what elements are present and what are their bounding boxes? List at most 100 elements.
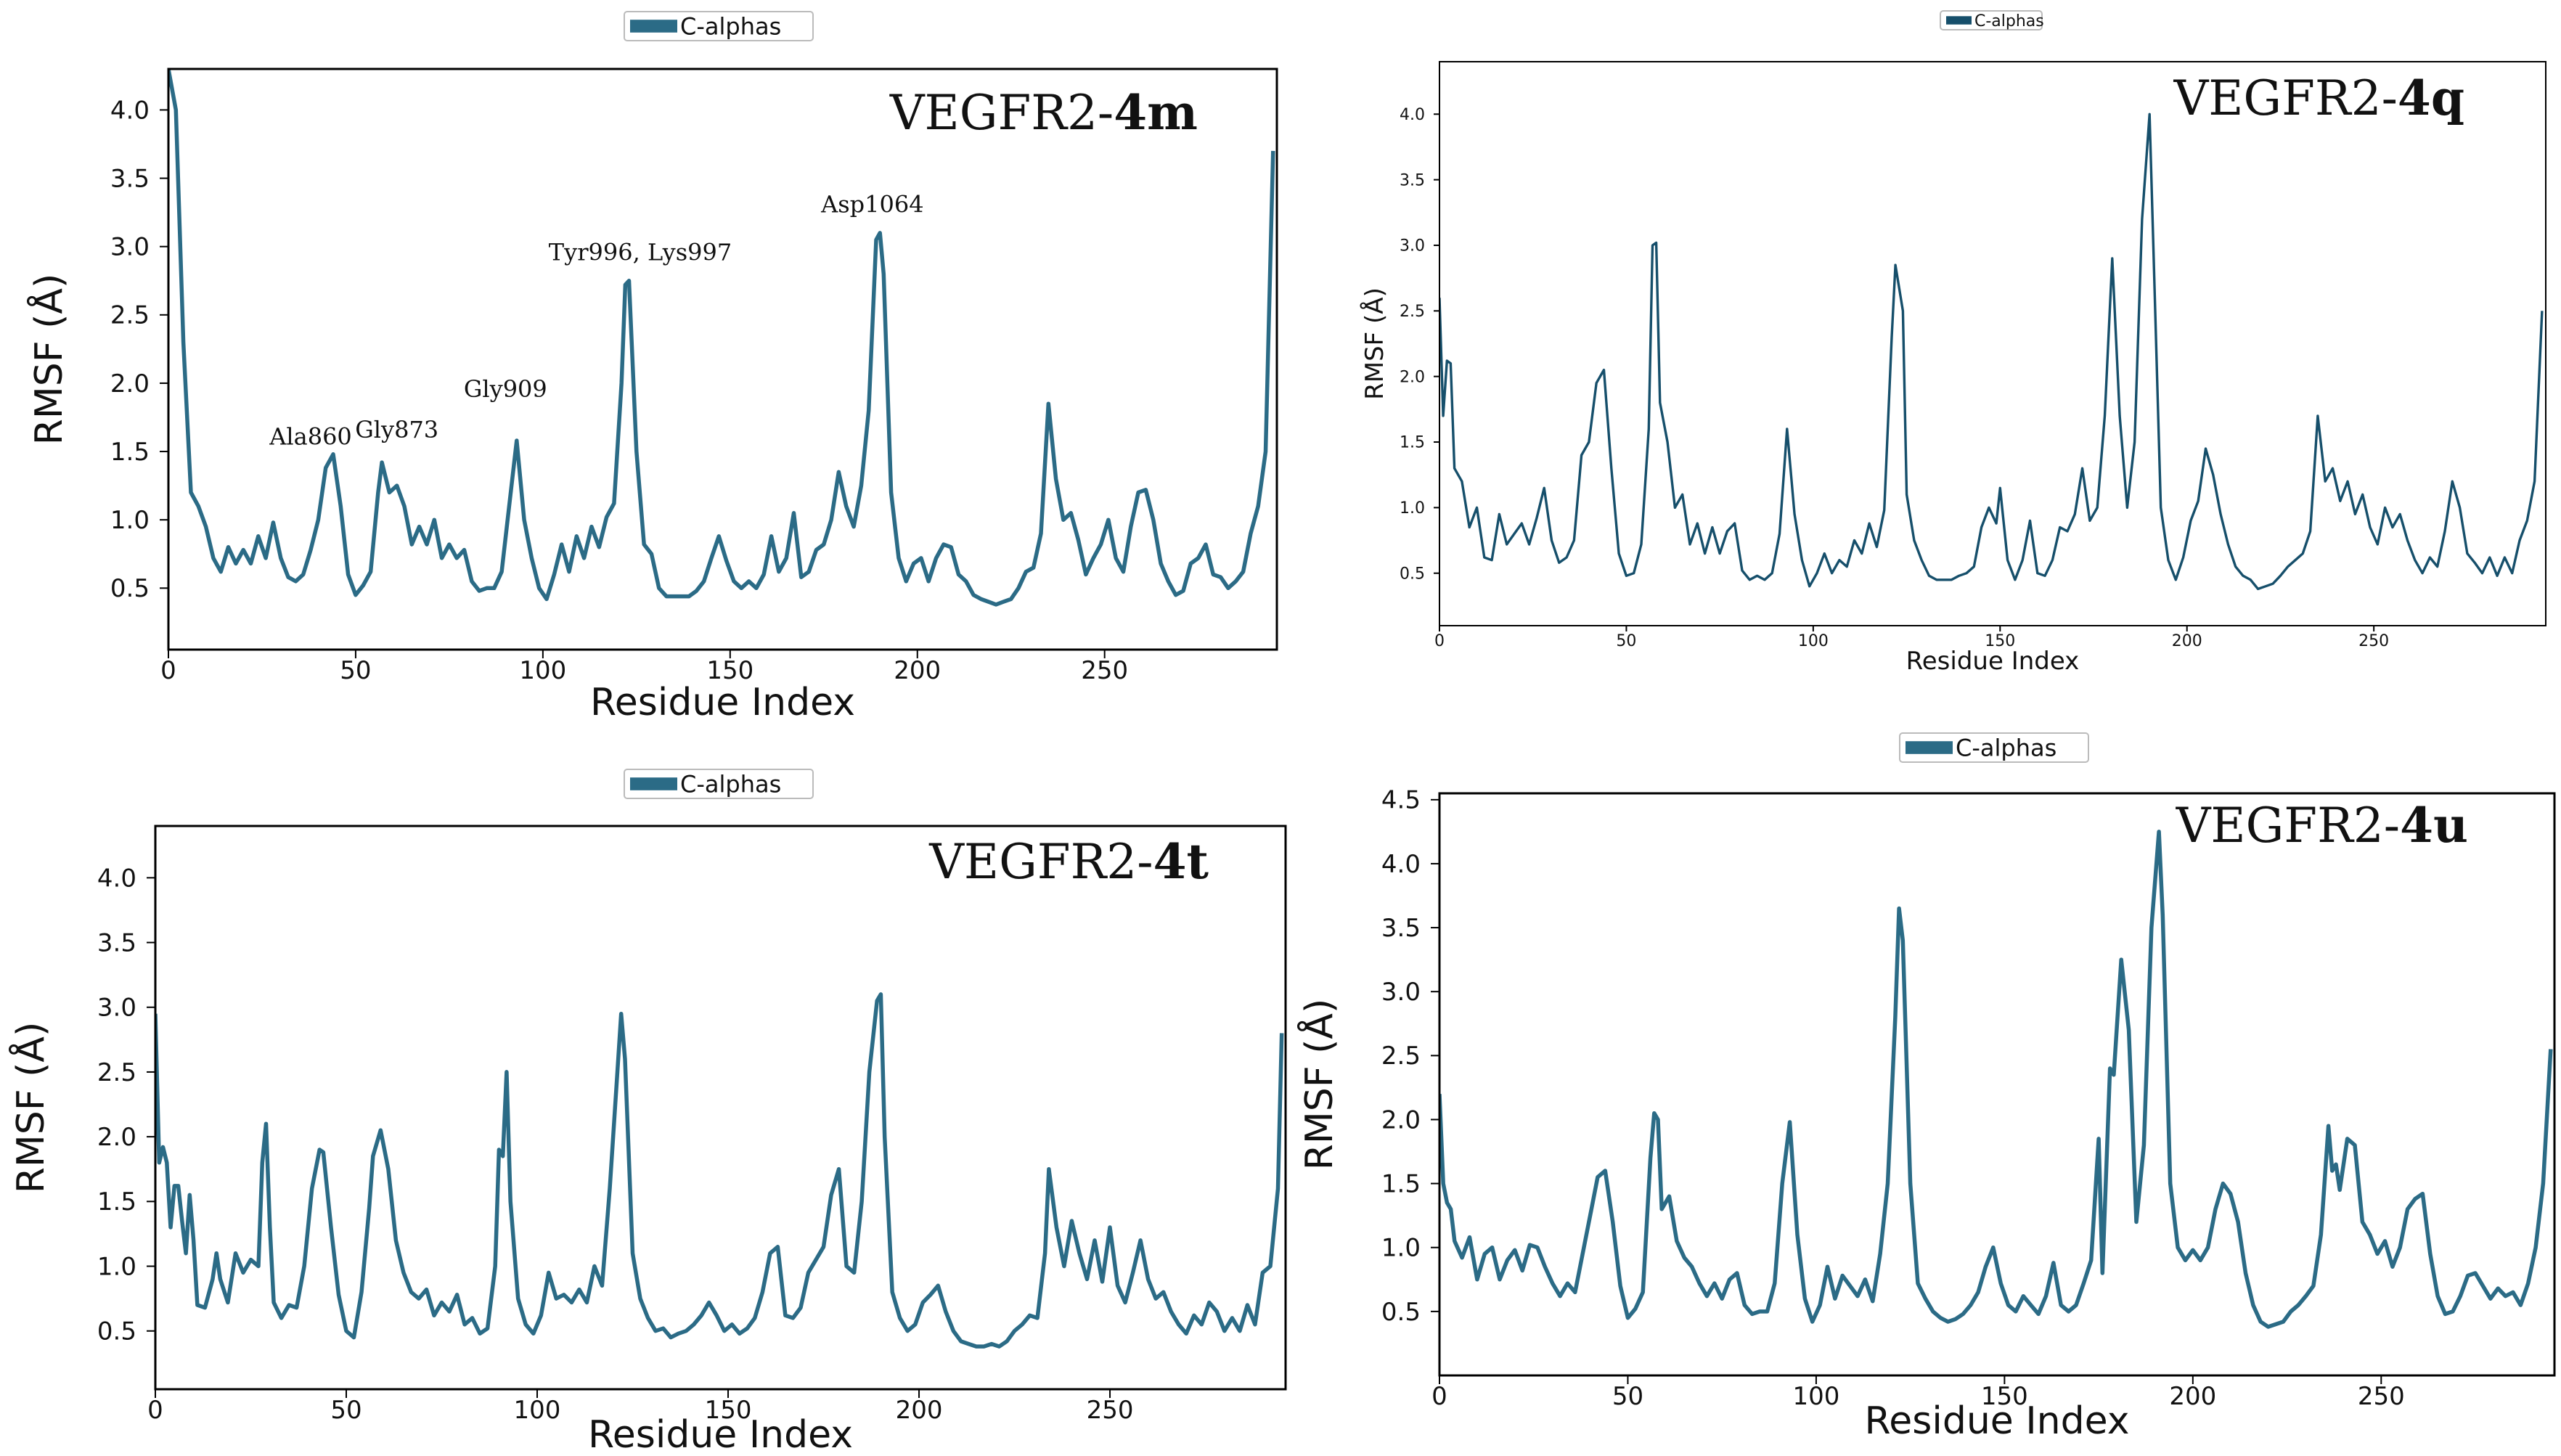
y-tick-label: 3.0: [1400, 237, 1425, 255]
legend-swatch: [1906, 741, 1953, 754]
chart-panel-4t: 0 50 100 150 200 250 0.5 1.0 1.5 2.0 2.5 3.0 3.5 4.0 R…: [8, 769, 1287, 1456]
panel-title: VEGFR2-4u: [2176, 797, 2468, 854]
panel-title-prefix: VEGFR2-: [889, 85, 1114, 141]
panel-title: VEGFR2-4t: [928, 833, 1209, 890]
x-tick-label: 150: [706, 656, 753, 685]
y-tick-label: 4.5: [1381, 786, 1421, 815]
panel-title-suffix: 4u: [2400, 797, 2468, 854]
x-axis-title: Residue Index: [1906, 647, 2080, 676]
y-tick-label: 3.0: [1381, 978, 1421, 1007]
y-tick-label: 3.5: [1381, 914, 1421, 943]
y-tick-label: 2.0: [97, 1123, 136, 1152]
chart-panel-4q: 0 50 100 150 200 250 0.5 1.0 1.5 2.0 2.5 3.0 3.5 4.0 R…: [1360, 10, 2546, 676]
x-axis-title: Residue Index: [1865, 1399, 2130, 1443]
y-tick-label: 4.0: [1381, 850, 1421, 879]
y-tick-label: 3.5: [1400, 171, 1425, 189]
x-tick-label: 200: [2169, 1382, 2216, 1411]
legend-label: C-alphas: [680, 771, 781, 798]
y-axis-title: RMSF (Å): [1296, 999, 1341, 1171]
y-tick-label: 1.0: [1400, 499, 1425, 518]
x-tick-label: 0: [1431, 1382, 1447, 1411]
panel-title: VEGFR2-4q: [2173, 70, 2464, 126]
x-tick-label: 100: [514, 1396, 561, 1425]
y-tick-label: 1.5: [1400, 434, 1425, 452]
y-tick-label: 3.5: [110, 164, 150, 193]
x-tick-label: 100: [1798, 632, 1829, 650]
plot-frame: [1438, 792, 2556, 1377]
panel-title: VEGFR2-4m: [889, 84, 1198, 141]
y-tick-label: 2.5: [97, 1058, 136, 1087]
panel-title-prefix: VEGFR2-: [2176, 798, 2400, 854]
y-tick-label: 2.0: [1400, 368, 1425, 386]
x-tick-label: 0: [160, 656, 176, 685]
x-tick-label: 200: [894, 656, 941, 685]
y-tick-label: 1.0: [97, 1252, 136, 1281]
legend-box: [624, 769, 814, 799]
rmsf-series-line: [1439, 113, 2544, 591]
y-tick-label: 0.5: [97, 1317, 136, 1346]
y-tick-label: 2.5: [110, 301, 150, 330]
y-tick-label: 0.5: [1400, 565, 1425, 583]
x-tick-label: 50: [330, 1396, 362, 1425]
y-tick-label: 4.0: [97, 864, 136, 893]
plot-frame: [1439, 61, 2546, 626]
y-tick-label: 2.5: [1381, 1042, 1421, 1071]
x-tick-label: 100: [1792, 1382, 1839, 1411]
panel-title-suffix: 4t: [1153, 833, 1209, 890]
legend-swatch: [630, 20, 677, 33]
x-tick-label: 150: [1985, 632, 2015, 650]
y-tick-label: 1.5: [97, 1187, 136, 1216]
y-tick-label: 3.0: [110, 233, 150, 262]
y-tick-label: 1.0: [1381, 1234, 1421, 1263]
legend-box: [1940, 10, 2043, 30]
y-tick-label: 1.5: [1381, 1170, 1421, 1199]
rmsf-series-line: [1439, 830, 2553, 1329]
panel-title-suffix: 4m: [1114, 84, 1198, 141]
chart-panel-4m: 0 50 100 150 200 250 0.5 1.0 1.5 2.0 2.5 3.0 3.5 4.0 R…: [26, 11, 1278, 724]
y-tick-label: 4.0: [1400, 106, 1425, 124]
x-tick-label: 250: [1087, 1396, 1134, 1425]
x-axis-title: Residue Index: [590, 681, 855, 724]
x-tick-label: 0: [147, 1396, 163, 1425]
x-tick-label: 50: [1616, 632, 1636, 650]
x-tick-label: 250: [1081, 656, 1128, 685]
chart-panel-4u: 0 50 100 150 200 250 0.5 1.0 1.5 2.0 2.5 3.0 3.5 4.0 4…: [1296, 732, 2556, 1443]
legend-swatch: [1946, 16, 1972, 25]
x-tick-label: 200: [896, 1396, 943, 1425]
legend-label: C-alphas: [1974, 12, 2044, 30]
x-tick-label: 50: [1612, 1382, 1643, 1411]
y-axis-title: RMSF (Å): [26, 274, 71, 446]
panel-title-prefix: VEGFR2-: [2173, 70, 2398, 126]
x-axis-title: Residue Index: [588, 1413, 853, 1456]
y-tick-label: 3.0: [97, 994, 136, 1023]
x-tick-label: 0: [1434, 632, 1445, 650]
peak-annotation: Asp1064: [820, 191, 923, 218]
y-axis-title: RMSF (Å): [1360, 287, 1389, 400]
legend-box: [1899, 732, 2089, 763]
peak-annotation: Gly873: [355, 416, 438, 443]
y-tick-label: 2.0: [110, 369, 150, 398]
y-tick-label: 2.0: [1381, 1105, 1421, 1134]
y-tick-label: 1.0: [110, 506, 150, 535]
x-tick-label: 50: [340, 656, 371, 685]
y-tick-label: 4.0: [110, 96, 150, 125]
y-tick-label: 2.5: [1400, 303, 1425, 321]
legend-swatch: [630, 777, 677, 790]
x-tick-label: 250: [2358, 1382, 2405, 1411]
peak-annotation: Gly909: [464, 375, 547, 403]
x-tick-label: 200: [2172, 632, 2202, 650]
x-tick-label: 150: [1981, 1382, 2028, 1411]
y-tick-label: 0.5: [110, 574, 150, 603]
rmsf-series-line: [155, 992, 1284, 1349]
peak-annotation: Ala860: [269, 423, 352, 451]
y-tick-label: 1.5: [110, 438, 150, 467]
plot-frame: [167, 68, 1278, 651]
plot-frame: [154, 825, 1287, 1391]
y-tick-label: 0.5: [1381, 1298, 1421, 1327]
panel-title-suffix: 4q: [2398, 70, 2464, 126]
legend-label: C-alphas: [680, 13, 781, 41]
x-tick-label: 250: [2358, 632, 2389, 650]
x-tick-label: 100: [519, 656, 566, 685]
y-tick-label: 3.5: [97, 928, 136, 957]
